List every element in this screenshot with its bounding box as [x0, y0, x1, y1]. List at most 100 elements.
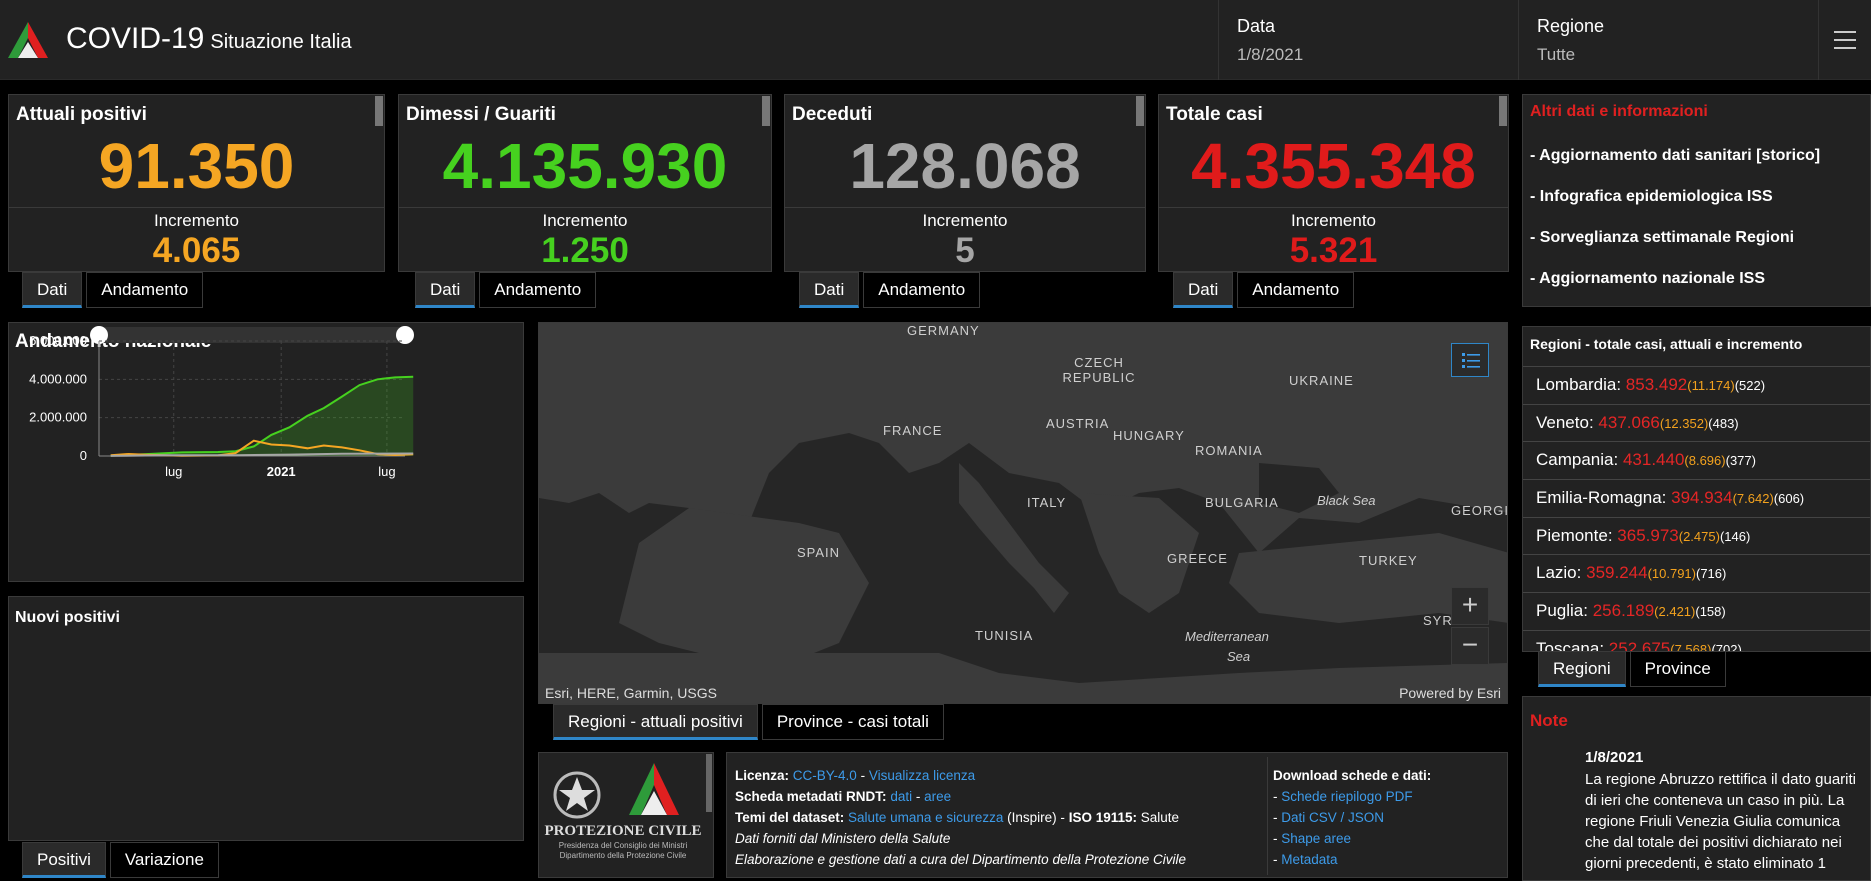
region-row[interactable]: Veneto: 437.066(12.352)(483): [1523, 403, 1870, 442]
series-line-2: [110, 452, 414, 457]
region-attuali: (10.791): [1647, 566, 1696, 582]
scrollbar[interactable]: [706, 754, 712, 812]
region-row[interactable]: Emilia-Romagna: 394.934(7.642)(606): [1523, 479, 1870, 517]
range-slider-handle-left[interactable]: [90, 326, 108, 344]
map-label-spain: SPAIN: [797, 545, 841, 560]
kpi-increment-label: Incremento: [1290, 211, 1377, 230]
map-label-italy: ITALY: [1027, 495, 1067, 510]
map-label-romania: ROMANIA: [1195, 443, 1263, 458]
x-tick-label: 2021: [267, 464, 296, 479]
menu-icon[interactable]: [1818, 0, 1871, 80]
tab-province[interactable]: Province: [1629, 651, 1726, 687]
download-csv-link[interactable]: Dati CSV / JSON: [1281, 810, 1385, 825]
scrollbar[interactable]: [1136, 96, 1144, 126]
info-heading: Altri dati e informazioni: [1530, 103, 1708, 120]
download-shape-link[interactable]: Shape aree: [1281, 831, 1352, 846]
regioni-tabs: Regioni Province: [1538, 651, 1730, 687]
kpi-increment-label: Incremento: [153, 211, 240, 230]
tab-dati[interactable]: Dati: [22, 272, 83, 308]
date-label: Data: [1237, 16, 1276, 36]
range-slider-handle-right[interactable]: [396, 326, 414, 344]
region-row[interactable]: Piemonte: 365.973(2.475)(146): [1523, 516, 1870, 555]
region-increment: (377): [1725, 453, 1756, 469]
app-title: COVID-19 Situazione Italia: [66, 22, 352, 55]
region-increment: (146): [1719, 528, 1751, 544]
map-label-hungary: HUNGARY: [1113, 428, 1185, 443]
tab-positivi[interactable]: Positivi: [22, 842, 106, 878]
protezione-civile-subtitle: Presidenza del Consiglio dei Ministri Di…: [558, 841, 688, 860]
kpi-value: 4.135.930: [442, 130, 728, 202]
kpi-totale-casi: Totale casi 4.355.348 Incremento 5.321: [1158, 94, 1509, 272]
y-tick-label: 4.000.000: [29, 371, 87, 386]
data-source-text: Dati forniti dal Ministero della Salute: [735, 831, 951, 846]
region-row[interactable]: Toscana: 252.675(7.568)(702): [1523, 629, 1870, 652]
temi-link[interactable]: Salute umana e sicurezza: [848, 810, 1004, 825]
tab-regioni-attuali-positivi[interactable]: Regioni - attuali positivi: [553, 704, 758, 740]
legend-list-icon[interactable]: [1451, 343, 1489, 377]
kpi-increment-label: Incremento: [922, 211, 1008, 230]
tab-province-casi-totali[interactable]: Province - casi totali: [761, 704, 944, 740]
map-label-bulgaria: BULGARIA: [1205, 495, 1279, 510]
scrollbar[interactable]: [1499, 96, 1507, 126]
region-total: 365.973: [1617, 525, 1679, 545]
metadata-dati-link[interactable]: dati: [890, 789, 913, 804]
download-metadata-link[interactable]: Metadata: [1281, 852, 1338, 867]
nuovi-positivi-title: Nuovi positivi: [15, 609, 120, 626]
region-attuali: (7.642): [1732, 491, 1774, 507]
date-selector[interactable]: Data 1/8/2021: [1218, 0, 1518, 80]
note-panel: Note 1/8/2021 La regione Abruzzo rettifi…: [1522, 696, 1871, 881]
kpi-value: 4.355.348: [1191, 130, 1476, 202]
region-total: 394.934: [1671, 488, 1733, 508]
map-land: [539, 323, 1507, 703]
view-license-link[interactable]: Visualizza licenza: [868, 768, 976, 783]
region-label: Regione: [1537, 16, 1605, 36]
region-name: Toscana:: [1536, 638, 1605, 652]
kpi-value: 91.350: [98, 130, 295, 202]
region-total: 431.440: [1622, 450, 1685, 470]
region-row[interactable]: Lombardia: 853.492(11.174)(522): [1523, 366, 1870, 404]
scrollbar[interactable]: [762, 96, 770, 126]
tab-dati[interactable]: Dati: [1173, 272, 1234, 308]
download-pdf-link[interactable]: Schede riepilogo PDF: [1281, 789, 1413, 804]
regioni-heading: Regioni - totale casi, attuali e increme…: [1530, 336, 1803, 352]
region-row[interactable]: Lazio: 359.244(10.791)(716): [1523, 554, 1870, 592]
region-name: Veneto:: [1536, 412, 1594, 432]
link-sorveglianza-regioni[interactable]: - Sorveglianza settimanale Regioni: [1530, 229, 1795, 246]
region-row[interactable]: Campania: 431.440(8.696)(377): [1523, 441, 1870, 479]
tab-andamento[interactable]: Andamento: [1237, 272, 1355, 308]
tab-dati[interactable]: Dati: [415, 272, 476, 308]
region-increment: (158): [1695, 604, 1726, 620]
license-link[interactable]: CC-BY-4.0: [792, 768, 857, 783]
tab-dati[interactable]: Dati: [799, 272, 860, 308]
kpi-increment-value: 5: [955, 231, 975, 270]
tab-andamento[interactable]: Andamento: [86, 272, 204, 308]
region-increment: (606): [1773, 491, 1805, 507]
region-selector[interactable]: Regione Tutte: [1518, 0, 1818, 80]
repubblica-emblem-icon: [553, 771, 601, 819]
tab-andamento[interactable]: Andamento: [863, 272, 981, 308]
region-increment: (483): [1708, 415, 1739, 431]
note-date: 1/8/2021: [1585, 749, 1644, 766]
scrollbar[interactable]: [375, 96, 383, 126]
tab-variazione[interactable]: Variazione: [109, 842, 219, 878]
kpi-title: Attuali positivi: [16, 104, 147, 125]
map-powered-by[interactable]: Powered by Esri: [1399, 685, 1501, 701]
map-label-sea: Sea: [1227, 649, 1251, 664]
x-tick-label: lug: [378, 464, 395, 479]
link-aggiornamento-iss[interactable]: - Aggiornamento nazionale ISS: [1530, 270, 1765, 287]
range-slider-track: [99, 327, 405, 343]
tab-andamento[interactable]: Andamento: [479, 272, 597, 308]
series-area: [110, 376, 414, 456]
kpi-tabs-dimessi: Dati Andamento: [415, 272, 600, 308]
zoom-out-button[interactable]: −: [1451, 627, 1489, 665]
link-aggiornamento-dati[interactable]: - Aggiornamento dati sanitari [storico]: [1530, 147, 1821, 164]
protezione-civile-logo-icon: [8, 22, 48, 58]
kpi-title: Totale casi: [1166, 104, 1263, 125]
tab-regioni[interactable]: Regioni: [1538, 651, 1626, 687]
region-row[interactable]: Puglia: 256.189(2.421)(158): [1523, 592, 1870, 630]
link-infografica-iss[interactable]: - Infografica epidemiologica ISS: [1530, 188, 1773, 205]
map-view[interactable]: GERMANY CZECH REPUBLIC UKRAINE FRANCE AU…: [538, 322, 1508, 704]
regioni-panel: Regioni - totale casi, attuali e increme…: [1522, 326, 1871, 652]
metadata-aree-link[interactable]: aree: [924, 789, 952, 804]
zoom-in-button[interactable]: +: [1451, 587, 1489, 625]
